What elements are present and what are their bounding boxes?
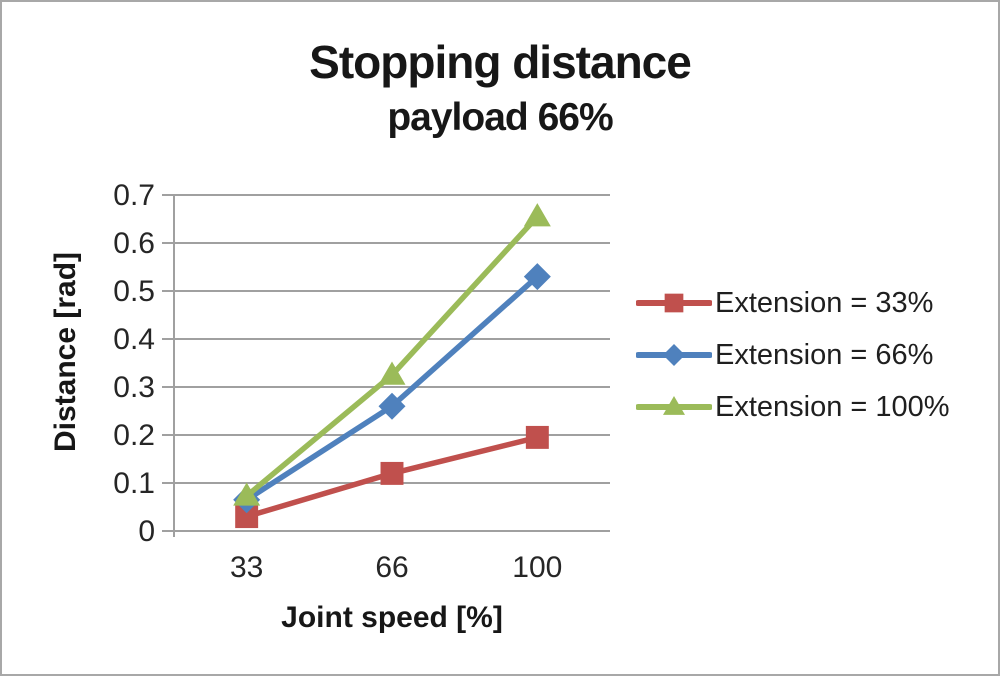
data-point-diamond xyxy=(378,392,406,420)
legend-item: Extension = 33% xyxy=(636,277,950,329)
legend-diamond-icon xyxy=(636,344,712,366)
y-tick-label: 0.2 xyxy=(113,419,155,452)
data-point-square xyxy=(380,461,404,485)
y-axis-title: Distance [rad] xyxy=(49,251,82,453)
data-point-triangle xyxy=(378,361,406,385)
data-point-diamond xyxy=(523,263,551,291)
y-tick-label: 0 xyxy=(138,515,155,548)
legend-label: Extension = 100% xyxy=(715,390,950,423)
legend-square-icon xyxy=(636,293,712,313)
y-tick-label: 0.4 xyxy=(113,323,155,356)
data-point-triangle xyxy=(233,482,261,506)
legend-marker xyxy=(663,344,685,366)
legend: Extension = 33% Extension = 66% Extension … xyxy=(636,277,950,433)
y-tick-label: 0.6 xyxy=(113,227,155,260)
x-tick-label: 100 xyxy=(512,551,562,584)
chart-subtitle: payload 66% xyxy=(387,96,613,139)
legend-triangle-icon xyxy=(636,396,712,415)
x-tick-label: 33 xyxy=(230,551,263,584)
chart-title: Stopping distance xyxy=(309,36,692,88)
legend-marker xyxy=(663,396,685,415)
y-tick-label: 0.1 xyxy=(113,467,155,500)
data-point-square xyxy=(235,505,259,529)
legend-item: Extension = 100% xyxy=(636,381,950,433)
data-point-triangle xyxy=(523,203,551,227)
legend-item: Extension = 66% xyxy=(636,329,950,381)
data-point-square xyxy=(525,425,549,449)
legend-label: Extension = 33% xyxy=(715,286,934,319)
legend-marker xyxy=(664,293,684,313)
legend-label: Extension = 66% xyxy=(715,338,934,371)
y-tick-label: 0.5 xyxy=(113,275,155,308)
x-tick-label: 66 xyxy=(375,551,408,584)
y-tick-label: 0.3 xyxy=(113,371,155,404)
x-axis-title: Joint speed [%] xyxy=(281,601,503,634)
series-line-triangle xyxy=(243,213,541,499)
y-tick-label: 0.7 xyxy=(113,179,155,212)
